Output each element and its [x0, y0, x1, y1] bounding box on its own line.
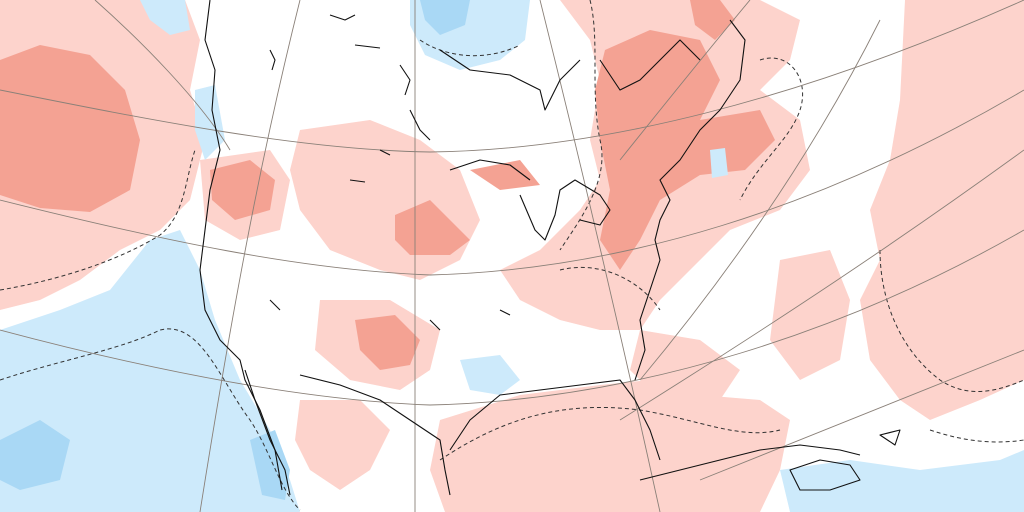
cool-anomaly-medium	[0, 0, 470, 500]
lakes-and-rivers	[269, 14, 511, 331]
coastlines	[199, 0, 901, 496]
warm-anomaly-medium	[0, 0, 775, 370]
